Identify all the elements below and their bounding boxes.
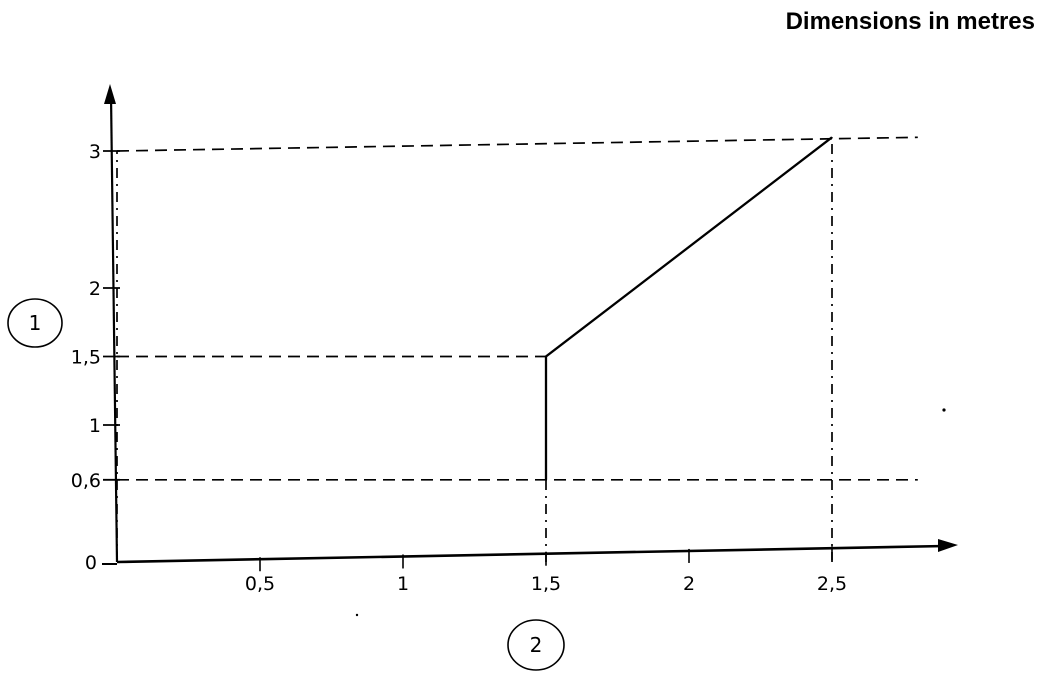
diagram-title: Dimensions in metres: [785, 8, 1035, 35]
x-axis: [116, 544, 946, 564]
reference-lines: [116, 136, 918, 562]
y-axis-marker-circle: [7, 298, 63, 348]
series: [544, 136, 833, 480]
x-tick-label: 0,5: [245, 573, 275, 595]
x-tick-label: 2: [683, 573, 695, 595]
y-axis-arrow-icon: [104, 84, 116, 104]
x-axis-marker-label: 2: [530, 633, 543, 657]
x-axis-arrow-icon: [938, 539, 958, 552]
y-axis: [109, 94, 119, 563]
profile-line: [544, 136, 833, 480]
x-tick-label: 1: [397, 573, 409, 595]
y-tick-label: 1,5: [71, 347, 101, 369]
x-tick-label: 2,5: [817, 573, 847, 595]
speck-dot: [355, 613, 359, 617]
y-tick-label: 0: [85, 552, 97, 574]
y-tick-label: 1: [89, 415, 101, 437]
y-tick-label: 3: [89, 141, 101, 163]
speck-dot: [942, 408, 946, 412]
y-tick-label: 0,6: [71, 470, 101, 492]
y-axis-marker-label: 1: [29, 311, 42, 335]
x-axis-marker-circle: [507, 619, 565, 671]
reference-line: [116, 136, 918, 152]
y-tick-label: 2: [89, 278, 101, 300]
axes: [102, 84, 958, 565]
x-tick-label: 1,5: [531, 573, 561, 595]
ticks: 0 0,6 1 1,5 2 3 0,5 1 1,5 2 2,5: [71, 141, 847, 595]
axis-markers: 1 2: [7, 298, 565, 671]
